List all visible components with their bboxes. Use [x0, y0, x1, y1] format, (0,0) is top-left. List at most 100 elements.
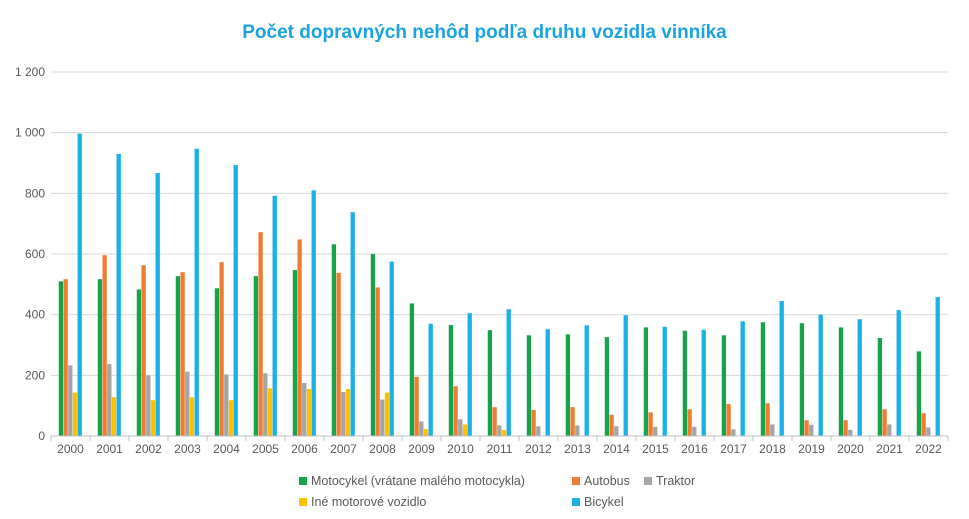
bar	[102, 255, 107, 436]
bar	[662, 326, 667, 436]
bar	[155, 173, 160, 436]
bar	[760, 322, 766, 436]
bar	[653, 426, 658, 436]
bar	[492, 407, 497, 436]
bar	[341, 392, 346, 436]
x-tick-label: 2013	[564, 442, 591, 456]
x-tick-label: 2021	[876, 442, 903, 456]
bar	[97, 279, 103, 436]
x-tick-label: 2006	[291, 442, 318, 456]
x-tick-label: 2003	[174, 442, 201, 456]
x-tick-label: 2002	[135, 442, 162, 456]
bar	[423, 429, 429, 436]
bar	[609, 414, 614, 436]
bar	[765, 403, 770, 436]
bar	[584, 325, 589, 436]
x-tick-label: 2007	[330, 442, 357, 456]
bar	[467, 313, 472, 436]
bar	[370, 254, 376, 436]
legend-label: Traktor	[656, 474, 695, 488]
y-tick-label: 800	[25, 186, 45, 200]
bar	[531, 409, 536, 436]
bar	[258, 232, 263, 436]
bar	[809, 424, 814, 436]
x-tick-label: 2014	[603, 442, 630, 456]
x-tick-label: 2010	[447, 442, 474, 456]
bar	[877, 338, 883, 436]
grid-layer	[51, 71, 948, 376]
y-tick-label: 1 200	[15, 65, 45, 79]
bar	[857, 319, 862, 436]
bar	[838, 327, 844, 436]
bar	[462, 424, 468, 436]
bar	[414, 376, 419, 436]
x-tick-label: 2005	[252, 442, 279, 456]
bar	[497, 425, 502, 436]
bar	[253, 276, 259, 436]
bar	[701, 329, 706, 436]
bar	[150, 400, 156, 436]
bar	[614, 426, 619, 436]
bar	[58, 281, 64, 436]
bar	[72, 392, 78, 436]
bar	[214, 288, 220, 436]
bar	[453, 386, 458, 436]
bar	[389, 261, 394, 436]
bar	[526, 335, 532, 436]
legend-swatch	[299, 498, 307, 506]
x-tick-label: 2018	[759, 442, 786, 456]
chart-title: Počet dopravných nehôd podľa druhu vozid…	[242, 22, 727, 43]
bar	[818, 314, 823, 436]
y-tick-label: 600	[25, 247, 45, 261]
bar	[185, 371, 190, 436]
x-tick-label: 2008	[369, 442, 396, 456]
x-tick-label: 2022	[915, 442, 942, 456]
bar	[302, 382, 307, 436]
bar	[233, 165, 238, 436]
bar	[570, 407, 575, 436]
bar	[419, 421, 424, 436]
legend-label: Autobus	[584, 474, 630, 488]
bar	[292, 270, 298, 436]
bar	[935, 297, 940, 436]
bar	[921, 413, 926, 436]
legend-swatch	[572, 498, 580, 506]
legend-swatch	[299, 477, 307, 485]
bar	[219, 262, 224, 436]
bar	[536, 426, 541, 436]
bar	[506, 309, 511, 436]
bar	[779, 301, 784, 436]
bar	[116, 153, 121, 436]
bar	[350, 212, 355, 436]
x-tick-label: 2015	[642, 442, 669, 456]
bar	[175, 276, 181, 436]
bar	[306, 388, 312, 436]
y-tick-label: 0	[38, 429, 45, 443]
legend-swatch	[572, 477, 580, 485]
x-tick-label: 2009	[408, 442, 435, 456]
bar	[263, 373, 268, 436]
x-tick-label: 2020	[837, 442, 864, 456]
bar	[428, 323, 433, 436]
bar	[458, 419, 463, 436]
bar	[77, 133, 82, 436]
bar	[604, 337, 610, 436]
bar	[565, 334, 571, 436]
legend-swatch	[644, 477, 652, 485]
bar	[740, 321, 745, 436]
bar	[687, 409, 692, 436]
bar	[726, 404, 731, 436]
bar	[770, 424, 775, 436]
y-tick-label: 1 000	[15, 126, 45, 140]
bar	[111, 397, 117, 436]
bar	[545, 329, 550, 436]
bar	[311, 190, 316, 436]
bar	[297, 239, 302, 436]
bar	[623, 315, 628, 436]
x-tick-label: 2012	[525, 442, 552, 456]
bar	[228, 400, 234, 436]
bar	[380, 399, 385, 436]
bar	[189, 397, 195, 436]
bar	[375, 287, 380, 436]
bar	[194, 148, 199, 436]
